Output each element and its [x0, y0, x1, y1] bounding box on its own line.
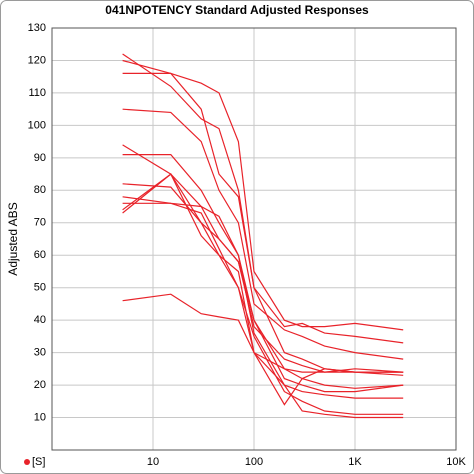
y-tick-label: 50	[34, 282, 46, 294]
status-dot	[24, 459, 30, 465]
series-line	[122, 183, 404, 376]
x-tick-label: 10	[147, 456, 159, 468]
y-tick-label: 40	[34, 314, 46, 326]
y-tick-label: 120	[28, 54, 46, 66]
x-tick-label: 10K	[446, 456, 466, 468]
y-tick-label: 30	[34, 347, 46, 359]
x-tick-label: 100	[245, 456, 263, 468]
x-tick-label: 1K	[348, 456, 362, 468]
y-axis-label: Adjusted ABS	[6, 202, 20, 275]
y-tick-label: 130	[28, 22, 46, 34]
series-line	[122, 154, 404, 399]
series-line	[122, 293, 404, 373]
corner-label: [S]	[32, 456, 45, 468]
y-tick-label: 100	[28, 119, 46, 131]
series-line	[122, 196, 404, 393]
plot-border	[51, 27, 457, 451]
y-tick-label: 110	[28, 87, 46, 99]
y-tick-label: 70	[34, 217, 46, 229]
y-tick-label: 10	[34, 411, 46, 423]
chart-title: 041NPOTENCY Standard Adjusted Responses	[105, 3, 369, 17]
series-line	[122, 202, 404, 415]
y-tick-label: 60	[34, 249, 46, 261]
series-line	[122, 59, 404, 331]
y-tick-label: 90	[34, 152, 46, 164]
series-line	[122, 108, 404, 360]
y-tick-label: 20	[34, 379, 46, 391]
y-tick-label: 80	[34, 184, 46, 196]
